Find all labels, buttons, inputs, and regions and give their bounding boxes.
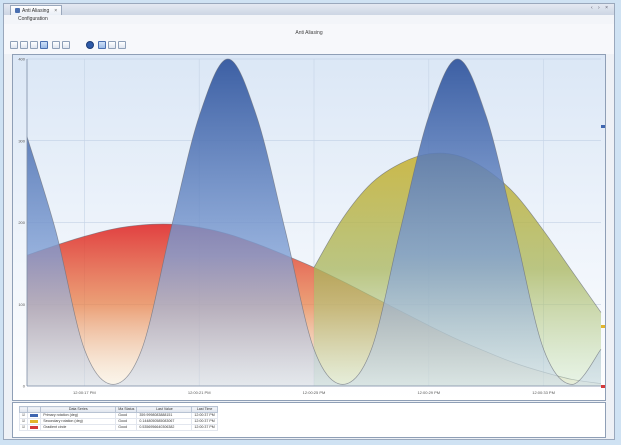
y-tick-label: 300	[18, 138, 25, 143]
export-tool-icon[interactable]	[108, 41, 116, 49]
axis-layer: 0 100 200 300 400 12:00:17 PM 12:00:21 PM 12:00…	[18, 57, 601, 395]
zoom-tool-icon[interactable]	[20, 41, 28, 49]
table-row[interactable]: ☑ Gradient circle Good 0.5356956640306382 12…	[18, 424, 218, 431]
series-marker-primary	[601, 125, 605, 128]
crosshair-tool-icon[interactable]	[52, 41, 60, 49]
legend-data-grid: Data Series Ma Status Last Value Last Ti…	[12, 402, 606, 438]
row-color-swatch	[27, 424, 42, 431]
y-tick-label: 200	[18, 220, 25, 225]
legend-tool-icon[interactable]	[86, 41, 94, 49]
settings-tool-icon[interactable]	[118, 41, 126, 49]
menu-configuration[interactable]: Configuration	[18, 16, 48, 22]
tab-label: Anti Aliasing	[22, 7, 50, 14]
series-color-swatch	[30, 425, 39, 429]
x-tick-label: 12:00:17 PM	[73, 390, 96, 395]
chart-icon	[15, 8, 20, 13]
row-last-time: 12:00:37 PM	[191, 418, 218, 425]
table-row[interactable]: ☑ Primary rotation (deg) Good 359.999808388…	[18, 412, 218, 419]
y-tick-label: 100	[18, 302, 25, 307]
x-tick-label: 12:00:33 PM	[532, 390, 555, 395]
row-last-time: 12:00:37 PM	[191, 424, 218, 431]
close-icon[interactable]: ×	[54, 7, 58, 14]
app-window: Anti Aliasing × ‹ › × Configuration Anti…	[3, 3, 615, 440]
x-tick-label: 12:00:21 PM	[188, 390, 211, 395]
row-visible-checkbox[interactable]: ☑	[18, 424, 29, 431]
series-layer	[26, 58, 602, 386]
chart-svg: 0 100 200 300 400 12:00:17 PM 12:00:21 PM 12:00…	[13, 55, 605, 400]
series-color-swatch	[30, 419, 39, 423]
legend-table: Data Series Ma Status Last Value Last Ti…	[18, 406, 218, 431]
select-tool-icon[interactable]	[10, 41, 18, 49]
row-status: Good	[115, 424, 138, 431]
series-markers	[601, 55, 605, 400]
fit-tool-icon[interactable]	[98, 41, 106, 49]
pan-tool-icon[interactable]	[30, 41, 38, 49]
y-tick-label: 0	[23, 384, 26, 389]
series-primary-rotation-line	[26, 58, 602, 385]
chart-title: Anti Aliasing	[295, 30, 323, 36]
series-marker-gradient	[601, 385, 605, 388]
row-last-time: 12:00:37 PM	[191, 412, 218, 419]
series-color-swatch	[30, 413, 39, 417]
cursor-tool-icon[interactable]	[62, 41, 70, 49]
series-primary-rotation-area	[27, 59, 601, 386]
box-zoom-tool-icon[interactable]	[40, 41, 48, 49]
tab-anti-aliasing[interactable]: Anti Aliasing ×	[10, 5, 63, 15]
plot-area[interactable]: 0 100 200 300 400 12:00:17 PM 12:00:21 PM 12:00…	[12, 54, 606, 401]
x-tick-label: 12:00:29 PM	[417, 390, 440, 395]
x-tick-label: 12:00:25 PM	[303, 390, 326, 395]
chart-toolbar: Anti Aliasing	[4, 24, 614, 54]
row-series-name: Gradient circle	[40, 424, 117, 431]
window-controls[interactable]: ‹ › ×	[590, 5, 610, 11]
row-last-value: 0.5356956640306382	[136, 424, 193, 431]
series-marker-secondary	[601, 325, 605, 328]
header-status[interactable]: Ma Status	[115, 406, 138, 413]
y-tick-label: 400	[18, 57, 25, 62]
